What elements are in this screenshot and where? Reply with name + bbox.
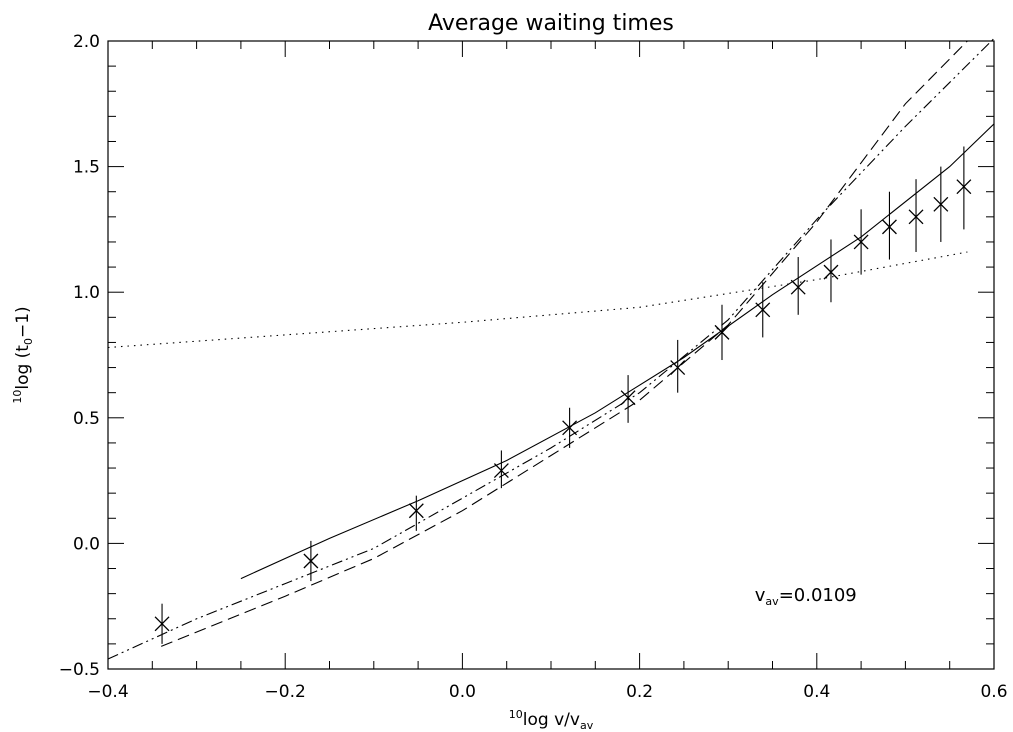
data-point [620,390,636,406]
data-point [956,179,972,195]
y-axis-label-main: log (t [13,345,33,390]
x-axis-label-main: log v/v [523,710,580,730]
y-tick-label: 0.0 [73,534,100,554]
x-axis-label: 10log v/vav [509,708,594,732]
data-point [908,209,924,225]
plot-frame [107,40,995,670]
y-tick-label: 2.0 [73,32,100,52]
data-point [493,463,509,479]
tick-marks [107,40,995,670]
y-tick-label: 1.0 [73,283,100,303]
x-tick-label: 0.6 [980,682,1007,702]
data-point [408,503,424,519]
data-points [154,146,972,644]
data-point [881,219,897,235]
data-point [154,616,170,632]
x-tick-labels: −0.4 −0.2 0.0 0.2 0.4 0.6 [87,682,1007,702]
chart-title: Average waiting times [428,11,674,36]
y-tick-label: 0.5 [73,409,100,429]
annotation-main: v [755,585,766,606]
curve-dashdotdot [107,38,995,660]
y-axis-label-subscript: 0 [22,338,35,345]
y-axis-label-prefix: 10 [11,390,24,404]
data-point [303,553,319,569]
data-point [790,279,806,295]
curve-solid [240,123,995,580]
annotation-subscript: av [765,595,779,608]
x-tick-label: 0.2 [626,682,653,702]
curve-dashed [160,40,968,647]
y-tick-labels: −0.5 0.0 0.5 1.0 1.5 2.0 [59,32,100,680]
annotation-value: =0.0109 [779,585,857,606]
x-tick-label: −0.2 [265,682,306,702]
data-point [853,234,869,250]
y-axis-label: 10log (t0−1) [11,306,35,403]
y-tick-label: 1.5 [73,158,100,178]
v-av-annotation: vav=0.0109 [755,585,857,608]
data-point [933,196,949,212]
data-point [755,302,771,318]
x-tick-label: −0.4 [87,682,128,702]
curve-dotted [107,251,968,349]
data-point [670,360,686,376]
x-axis-label-prefix: 10 [509,708,523,721]
data-point [823,264,839,280]
model-curves [107,38,995,660]
x-axis-label-subscript: av [580,719,594,732]
y-tick-label: −0.5 [59,660,100,680]
data-point [562,420,578,436]
y-axis-label-suffix: −1) [13,306,33,338]
data-point [714,324,730,340]
x-tick-label: 0.4 [803,682,830,702]
x-tick-label: 0.0 [449,682,476,702]
